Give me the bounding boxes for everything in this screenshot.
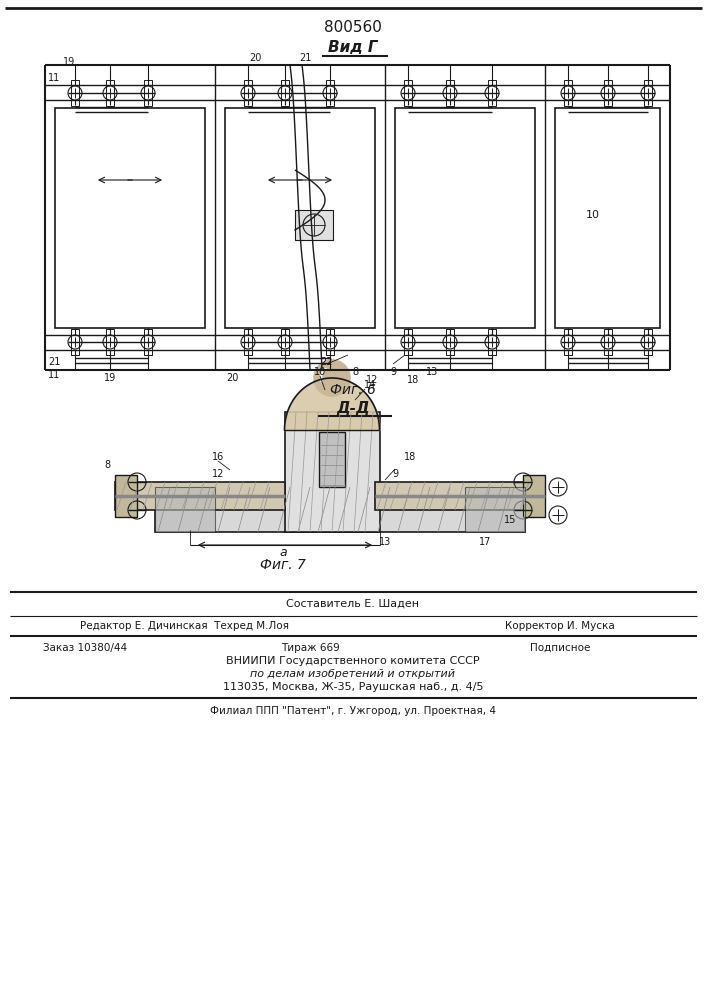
Bar bbox=[55, 108, 205, 328]
Circle shape bbox=[314, 360, 350, 396]
Text: Редактор Е. Дичинская  Техред М.Лоя: Редактор Е. Дичинская Техред М.Лоя bbox=[81, 621, 289, 631]
Text: 18: 18 bbox=[407, 375, 419, 385]
Text: 16: 16 bbox=[212, 452, 224, 462]
Bar bbox=[404, 80, 412, 106]
Text: 22: 22 bbox=[321, 357, 333, 367]
Text: 10: 10 bbox=[586, 210, 600, 220]
Bar bbox=[71, 80, 79, 106]
Bar bbox=[326, 329, 334, 355]
Text: Фиг. 6: Фиг. 6 bbox=[330, 383, 376, 397]
Text: 9: 9 bbox=[390, 367, 396, 377]
Bar bbox=[106, 80, 114, 106]
Bar bbox=[295, 210, 333, 240]
Text: 20: 20 bbox=[226, 373, 238, 383]
Bar bbox=[115, 475, 137, 517]
Bar bbox=[644, 329, 652, 355]
Text: 12: 12 bbox=[212, 469, 224, 479]
Text: Вид Г: Вид Г bbox=[328, 40, 378, 55]
Bar bbox=[564, 329, 572, 355]
Bar bbox=[144, 80, 152, 106]
Text: 21: 21 bbox=[48, 357, 60, 367]
Bar bbox=[404, 329, 412, 355]
Text: 8: 8 bbox=[352, 367, 358, 377]
Bar bbox=[281, 80, 289, 106]
Text: 800560: 800560 bbox=[324, 20, 382, 35]
Text: по делам изобретений и открытий: по делам изобретений и открытий bbox=[250, 669, 455, 679]
Text: 13: 13 bbox=[379, 537, 391, 547]
Text: Составитель Е. Шаден: Составитель Е. Шаден bbox=[286, 599, 419, 609]
Bar bbox=[285, 412, 380, 532]
Bar bbox=[446, 80, 454, 106]
Bar bbox=[465, 487, 525, 532]
Text: 15: 15 bbox=[504, 515, 516, 525]
Bar bbox=[375, 482, 545, 510]
Bar bbox=[244, 80, 252, 106]
Bar bbox=[604, 329, 612, 355]
Bar bbox=[225, 108, 375, 328]
Bar bbox=[326, 80, 334, 106]
Bar bbox=[155, 487, 525, 532]
Text: Подписное: Подписное bbox=[530, 643, 590, 653]
Bar bbox=[281, 329, 289, 355]
Text: 10: 10 bbox=[314, 367, 326, 377]
Text: 113035, Москва, Ж-35, Раушская наб., д. 4/5: 113035, Москва, Ж-35, Раушская наб., д. … bbox=[223, 682, 484, 692]
Text: 12: 12 bbox=[366, 375, 378, 385]
Text: ВНИИПИ Государственного комитета СССР: ВНИИПИ Государственного комитета СССР bbox=[226, 656, 480, 666]
Text: 19: 19 bbox=[63, 57, 75, 67]
Text: 11: 11 bbox=[48, 370, 60, 380]
Bar bbox=[244, 329, 252, 355]
Text: a: a bbox=[279, 546, 287, 560]
Bar bbox=[604, 80, 612, 106]
Text: 18: 18 bbox=[404, 452, 416, 462]
Text: 9: 9 bbox=[392, 469, 398, 479]
Text: 8: 8 bbox=[104, 460, 110, 470]
Bar bbox=[488, 329, 496, 355]
Text: Корректор И. Муска: Корректор И. Муска bbox=[505, 621, 615, 631]
Text: Заказ 10380/44: Заказ 10380/44 bbox=[43, 643, 127, 653]
Text: 11: 11 bbox=[48, 73, 60, 83]
Text: Тираж 669: Тираж 669 bbox=[281, 643, 339, 653]
Text: Филиал ППП "Патент", г. Ужгород, ул. Проектная, 4: Филиал ППП "Патент", г. Ужгород, ул. Про… bbox=[210, 706, 496, 716]
Bar bbox=[71, 329, 79, 355]
Text: 20: 20 bbox=[249, 53, 261, 63]
Text: Д-Д: Д-Д bbox=[337, 400, 370, 416]
Text: 19: 19 bbox=[104, 373, 116, 383]
Bar bbox=[395, 108, 535, 328]
Bar bbox=[106, 329, 114, 355]
Bar bbox=[564, 80, 572, 106]
Text: Фиг. 7: Фиг. 7 bbox=[260, 558, 306, 572]
Bar bbox=[488, 80, 496, 106]
Bar bbox=[144, 329, 152, 355]
Bar bbox=[555, 108, 660, 328]
Text: 17: 17 bbox=[479, 537, 491, 547]
Bar bbox=[644, 80, 652, 106]
Bar bbox=[319, 432, 345, 487]
Bar bbox=[446, 329, 454, 355]
Bar bbox=[523, 475, 545, 517]
Bar bbox=[115, 482, 285, 510]
Bar bbox=[155, 487, 215, 532]
Text: 14: 14 bbox=[364, 380, 376, 390]
Text: 21: 21 bbox=[299, 53, 311, 63]
Text: 13: 13 bbox=[426, 367, 438, 377]
